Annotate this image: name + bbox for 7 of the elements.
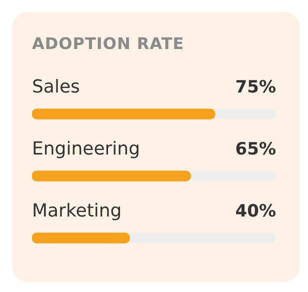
y-tick-label: Engineering	[32, 138, 140, 160]
data-label: 65%	[235, 139, 276, 160]
chart-title: ADOPTION RATE	[32, 34, 184, 53]
y-tick-label: Marketing	[32, 200, 122, 222]
y-tick-label: Sales	[32, 76, 80, 98]
data-label: 75%	[235, 77, 276, 98]
data-label: 40%	[235, 201, 276, 222]
